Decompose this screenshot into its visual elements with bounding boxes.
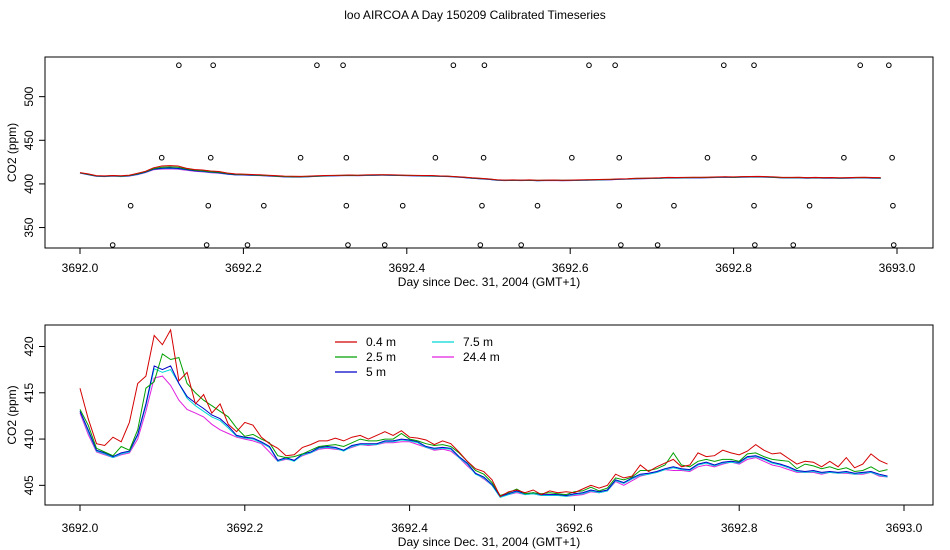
x-tick-label: 3692.0 (62, 261, 99, 275)
plot-frame (44, 56, 934, 249)
y-axis-label: CO2 (ppm) (5, 123, 19, 182)
x-tick-label: 3693.0 (879, 261, 916, 275)
series-line-04m (79, 328, 888, 498)
data-point (751, 202, 757, 209)
y-tick-label: 410 (22, 429, 36, 449)
data-point (314, 62, 320, 69)
data-point (205, 202, 212, 209)
bottom-panel: 3692.0 3692.2 3692.4 3692.6 3692.8 3693.0 405 4… (5, 324, 934, 549)
y-tick-label: 500 (22, 86, 36, 106)
data-point (518, 242, 524, 248)
y-tick-label: 415 (22, 382, 36, 402)
data-point (340, 62, 346, 69)
data-point (297, 154, 304, 161)
data-point (806, 202, 813, 209)
data-point (841, 154, 847, 161)
x-tick-label: 3692.6 (556, 521, 593, 535)
data-point (751, 62, 757, 69)
series-line-5m (79, 365, 888, 497)
data-point (654, 242, 661, 248)
data-point (751, 154, 757, 161)
legend-label: 5 m (366, 365, 386, 379)
data-point (612, 62, 618, 69)
series-line-244m (79, 375, 888, 497)
x-tick-label: 3692.0 (62, 521, 99, 535)
series-line-25m (79, 353, 888, 497)
figure-title: loo AIRCOA A Day 150209 Calibrated Times… (344, 8, 605, 22)
x-axis-label: Day since Dec. 31, 2004 (GMT+1) (398, 275, 580, 289)
y-tick-label: 420 (22, 336, 36, 356)
x-tick-label: 3693.0 (886, 521, 923, 535)
data-point (790, 242, 797, 248)
data-point (890, 242, 897, 248)
legend-label: 2.5 m (366, 350, 396, 364)
data-point (671, 202, 677, 209)
data-point (158, 154, 165, 161)
data-point (203, 242, 210, 248)
x-tick-label: 3692.8 (715, 261, 752, 275)
data-point (569, 154, 575, 161)
data-point (886, 62, 892, 69)
data-point (261, 202, 267, 209)
data-point (244, 242, 251, 248)
data-point (720, 62, 727, 69)
data-point (477, 242, 484, 248)
y-tick-label: 350 (22, 217, 36, 237)
x-tick-label: 3692.2 (225, 261, 262, 275)
data-point (616, 202, 623, 209)
data-point (343, 154, 350, 161)
x-axis-label: Day since Dec. 31, 2004 (GMT+1) (398, 535, 580, 549)
data-point (857, 62, 864, 69)
data-point (210, 62, 216, 69)
data-point (176, 62, 182, 69)
data-point (534, 202, 541, 209)
data-point (480, 154, 487, 161)
x-tick-label: 3692.2 (226, 521, 263, 535)
y-tick-label: 405 (22, 475, 36, 495)
data-point (399, 202, 406, 209)
data-point (381, 242, 388, 248)
data-point (481, 62, 488, 69)
data-point (343, 202, 350, 209)
data-point (752, 242, 758, 248)
data-point (889, 154, 895, 161)
data-point (479, 202, 485, 209)
plot-frame (44, 324, 934, 506)
legend-label: 0.4 m (366, 335, 396, 349)
data-point (345, 242, 351, 248)
data-point (432, 154, 439, 161)
data-point (616, 154, 623, 161)
y-tick-label: 450 (22, 130, 36, 150)
data-point (207, 154, 214, 161)
data-point (450, 62, 457, 69)
legend-label: 7.5 m (463, 335, 493, 349)
series-line-75m (79, 367, 888, 498)
data-point (127, 202, 134, 209)
top-panel: 3692.0 3692.2 3692.4 3692.6 3692.8 3693.0 350 4… (5, 56, 934, 289)
y-tick-label: 400 (22, 174, 36, 194)
x-tick-label: 3692.8 (721, 521, 758, 535)
y-axis-label: CO2 (ppm) (5, 385, 19, 444)
series-line-04m (79, 165, 881, 181)
x-tick-label: 3692.6 (552, 261, 589, 275)
data-point (109, 242, 116, 248)
data-point (890, 202, 896, 209)
legend: 0.4 m2.5 m5 m 7.5 m24.4 m (335, 335, 500, 379)
data-point (618, 242, 624, 248)
data-point (586, 62, 592, 69)
data-point (704, 154, 711, 161)
legend-label: 24.4 m (463, 350, 500, 364)
x-tick-label: 3692.4 (391, 521, 428, 535)
x-tick-label: 3692.4 (388, 261, 425, 275)
